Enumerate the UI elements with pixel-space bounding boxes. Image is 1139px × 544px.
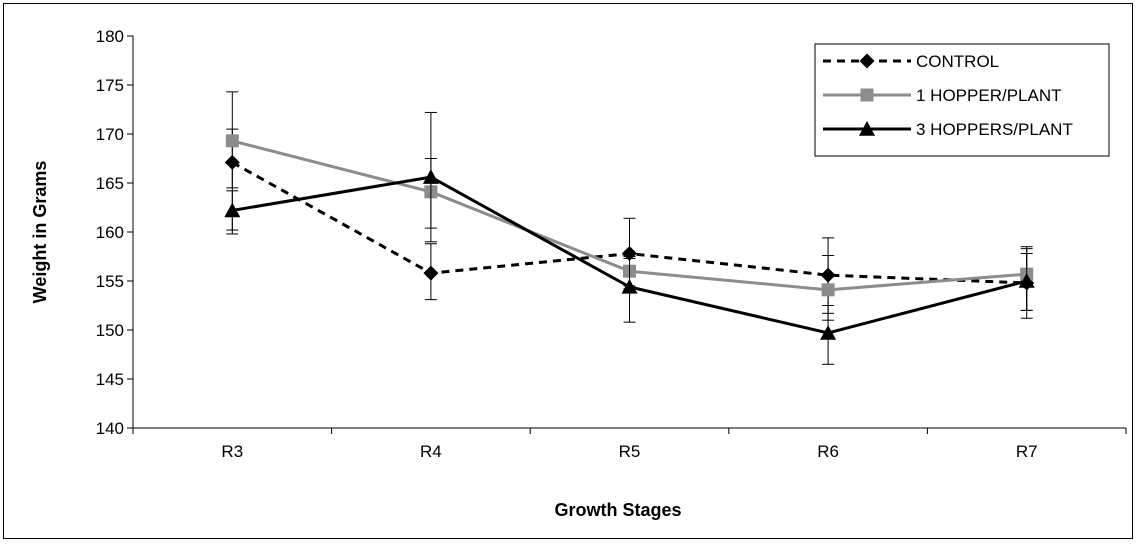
- y-tick-label: 165: [96, 174, 124, 193]
- x-tick-label: R3: [221, 442, 243, 461]
- data-point-3-hoppers-plant: [422, 169, 439, 184]
- data-point-1-hopper-plant: [225, 134, 239, 148]
- x-tick-label: R4: [420, 442, 442, 461]
- data-point-control: [423, 265, 439, 281]
- y-tick-label: 155: [96, 272, 124, 291]
- data-point-control: [622, 246, 637, 262]
- y-tick-label: 140: [96, 419, 124, 438]
- data-point-3-hoppers-plant: [224, 202, 241, 218]
- y-tick-label: 150: [96, 321, 124, 340]
- legend-marker-control: [859, 53, 875, 69]
- data-point-3-hoppers-plant: [621, 278, 638, 294]
- legend-label-3-hoppers-plant: 3 HOPPERS/PLANT: [916, 120, 1073, 139]
- x-tick-label: R7: [1016, 442, 1038, 461]
- y-tick-label: 170: [96, 125, 124, 144]
- legend-label-control: CONTROL: [916, 52, 999, 71]
- y-tick-label: 180: [96, 27, 124, 46]
- x-tick-label: R6: [817, 442, 839, 461]
- y-axis-title: Weight in Grams: [30, 161, 50, 304]
- legend-marker-3-hoppers-plant: [859, 121, 875, 136]
- data-point-3-hoppers-plant: [820, 324, 837, 340]
- legend-marker-1-hopper-plant: [860, 88, 874, 102]
- legend-label-1-hopper-plant: 1 HOPPER/PLANT: [916, 86, 1062, 105]
- y-tick-label: 160: [96, 223, 124, 242]
- x-tick-label: R5: [619, 442, 641, 461]
- y-tick-label: 145: [96, 370, 124, 389]
- data-point-1-hopper-plant: [821, 283, 835, 297]
- y-tick-label: 175: [96, 76, 124, 95]
- x-axis-title: Growth Stages: [554, 500, 681, 520]
- data-point-3-hoppers-plant: [1018, 273, 1035, 288]
